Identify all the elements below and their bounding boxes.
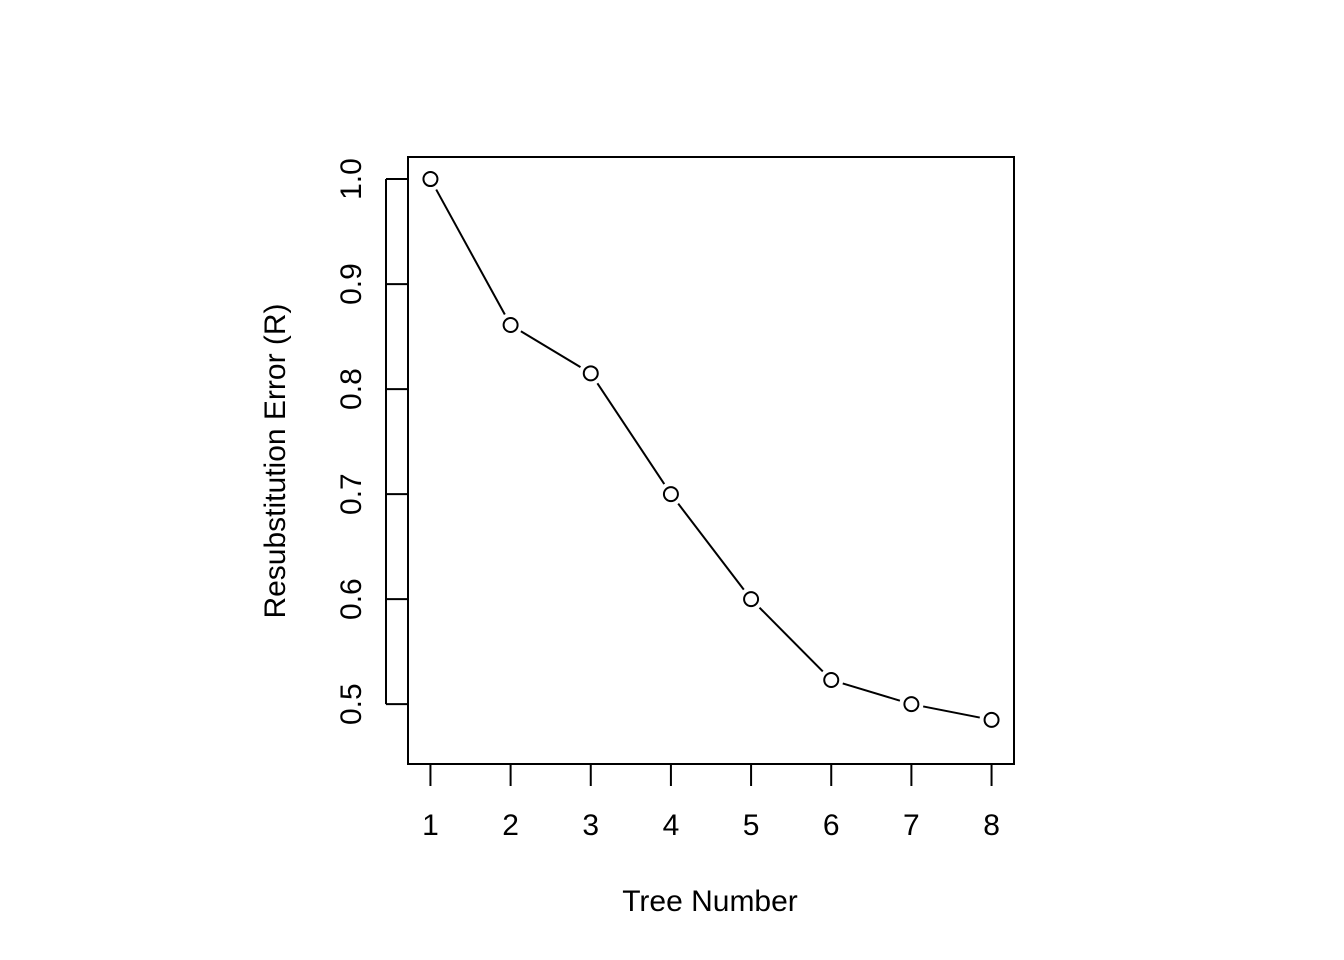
y-axis-label: Resubstitution Error (R) <box>259 303 292 618</box>
data-point <box>903 696 920 713</box>
line-segment <box>435 189 506 315</box>
data-point <box>983 711 1000 728</box>
data-point <box>743 591 760 608</box>
line-segment <box>596 382 666 485</box>
y-tick-label: 0.8 <box>335 368 368 410</box>
x-tick-label: 7 <box>903 809 920 842</box>
x-tick-label: 5 <box>743 809 760 842</box>
line-segment <box>520 330 582 368</box>
line-segment <box>677 503 745 591</box>
x-tick-label: 1 <box>422 809 439 842</box>
x-tick-label: 8 <box>983 809 1000 842</box>
data-series <box>422 171 1000 728</box>
data-point <box>422 171 439 188</box>
y-tick-label: 1.0 <box>335 158 368 200</box>
x-tick-label: 3 <box>582 809 599 842</box>
y-tick-label: 0.5 <box>335 683 368 725</box>
data-point <box>823 671 840 688</box>
line-segment <box>922 705 980 719</box>
y-tick-label: 0.6 <box>335 578 368 620</box>
data-point <box>662 486 679 503</box>
line-segment <box>758 606 824 673</box>
y-tick-label: 0.9 <box>335 263 368 305</box>
y-axis: 0.5 0.6 0.7 0.8 0.9 1.0 <box>335 158 408 725</box>
x-tick-label: 4 <box>663 809 680 842</box>
x-axis-label: Tree Number <box>622 885 798 918</box>
x-tick-label: 6 <box>823 809 840 842</box>
data-point <box>502 317 519 334</box>
x-axis: 1 2 3 4 5 6 7 8 <box>422 763 1000 842</box>
line-segment <box>842 682 901 702</box>
y-tick-label: 0.7 <box>335 473 368 515</box>
x-tick-label: 2 <box>502 809 519 842</box>
plot-frame <box>407 156 1015 765</box>
data-point <box>582 365 599 382</box>
